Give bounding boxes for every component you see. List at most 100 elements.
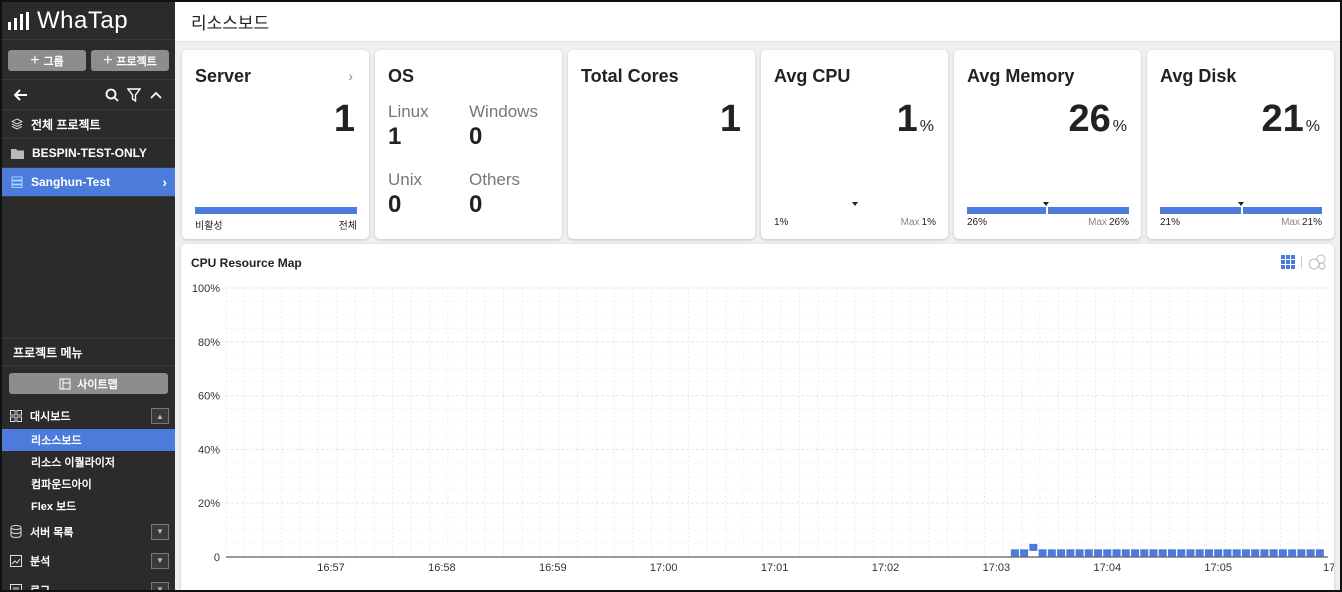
cpu-number: 1 (896, 98, 918, 140)
cpu-data-point (1103, 549, 1112, 557)
sitemap-icon (59, 378, 71, 389)
view-divider (1301, 256, 1302, 268)
project-nav: 대시보드 ▲ 리소스보드 리소스 이퀄라이저 컴파운드아이 Flex 보드 서버… (2, 403, 175, 590)
grid-view-icon[interactable] (1281, 255, 1295, 269)
x-tick-label: 16:59 (539, 562, 567, 574)
disk-bar (1160, 207, 1322, 214)
chevron-up-icon[interactable] (145, 84, 167, 106)
map-view-toggle (1281, 254, 1326, 270)
os-value: 0 (469, 191, 483, 218)
max-text: Max (900, 217, 920, 228)
logo-bars-icon (8, 11, 29, 30)
cpu-data-point (1038, 549, 1047, 557)
nav-item-compound-eye[interactable]: 컴파운드아이 (31, 479, 92, 491)
cpu-data-point (1288, 549, 1297, 557)
back-arrow-icon[interactable] (10, 84, 32, 106)
x-tick-label: 17:02 (872, 562, 900, 574)
os-others: Others 0 (469, 170, 520, 219)
nav-item-resource-board[interactable]: 리소스보드 (2, 429, 175, 451)
cpu-max-label: Max 1% (901, 217, 936, 228)
project-item-sanghun[interactable]: Sanghun-Test › (2, 168, 175, 197)
memory-unit: % (1112, 118, 1127, 135)
project-label: 전체 프로젝트 (31, 117, 101, 132)
avg-disk-card[interactable]: Avg Disk 21% 21% Max 21% (1147, 50, 1334, 239)
chevron-right-icon: › (162, 174, 167, 190)
max-value: 1% (921, 217, 936, 228)
x-tick-label: 17:05 (1204, 562, 1232, 574)
expand-toggle-icon[interactable]: ▼ (151, 552, 169, 569)
server-icon (11, 176, 23, 188)
sitemap-button[interactable]: 사이트맵 (9, 373, 168, 394)
cpu-data-point (1158, 549, 1167, 557)
memory-bar (967, 207, 1129, 214)
expand-toggle-icon[interactable]: ▼ (151, 581, 169, 590)
nav-item-flex-board[interactable]: Flex 보드 (31, 501, 77, 513)
x-tick-label: 17:01 (761, 562, 789, 574)
sidebar-toolbar (2, 80, 175, 110)
nav-group-label: 분석 (30, 555, 51, 568)
disk-min-label: 21% (1160, 217, 1181, 228)
max-value: 26% (1108, 217, 1129, 228)
nav-group-label: 로그 (30, 582, 50, 591)
cpu-data-point (1186, 549, 1195, 557)
nav-item-resource-equalizer[interactable]: 리소스 이퀄라이저 (31, 457, 116, 469)
cpu-data-point (1010, 549, 1019, 557)
x-tick-label: 17:00 (650, 562, 678, 574)
avg-memory-card[interactable]: Avg Memory 26% 26% Max 26% (954, 50, 1141, 239)
card-title: OS (388, 66, 415, 86)
page-title: 리소스보드 (175, 2, 1340, 42)
logo-text: WhaTap (37, 6, 129, 34)
cpu-min-label: 1% (774, 217, 789, 228)
filter-icon[interactable] (123, 84, 145, 106)
os-label: Others (469, 170, 521, 189)
project-item-bespin[interactable]: BESPIN-TEST-ONLY (2, 139, 175, 168)
add-project-button[interactable]: + 프로젝트 (91, 50, 169, 71)
nav-group-analysis[interactable]: 분석 ▼ (2, 546, 175, 575)
cpu-data-point (1251, 549, 1260, 557)
card-title: Avg Memory (967, 66, 1075, 86)
cpu-data-point (1177, 549, 1186, 557)
cpu-data-point (1241, 549, 1250, 557)
logo[interactable]: WhaTap (2, 2, 175, 40)
search-icon[interactable] (101, 84, 123, 106)
nav-group-log[interactable]: 로그 ▼ (2, 575, 175, 590)
add-project-label: 프로젝트 (116, 55, 157, 68)
max-text: Max (1281, 217, 1300, 228)
cpu-data-point (1020, 549, 1029, 557)
collapse-toggle-icon[interactable]: ▲ (151, 408, 169, 424)
cpu-data-point (1315, 549, 1324, 557)
project-menu-title: 프로젝트 메뉴 (2, 338, 175, 366)
cpu-data-point (1278, 549, 1287, 557)
cpu-data-point (1094, 549, 1103, 557)
cpu-data-point (1047, 549, 1056, 557)
add-group-button[interactable]: + 그룹 (8, 50, 86, 71)
avg-cpu-card[interactable]: Avg CPU 1% 1% Max 1% (761, 50, 948, 239)
bar-split (1046, 207, 1048, 214)
server-card[interactable]: Server › 1 비활성 전체 (182, 50, 369, 239)
plus-icon: + (103, 51, 113, 69)
project-item-all[interactable]: 전체 프로젝트 (2, 110, 175, 139)
folder-icon (11, 148, 24, 159)
cpu-data-point (1131, 549, 1140, 557)
cpu-data-point (1297, 549, 1306, 557)
dashboard-grid-icon (10, 410, 22, 422)
card-title: Total Cores (581, 66, 679, 86)
chevron-right-icon[interactable]: › (348, 68, 353, 84)
plus-icon: + (30, 51, 40, 69)
cpu-data-point (1112, 549, 1121, 557)
cpu-data-point (1260, 549, 1269, 557)
nav-group-dashboard[interactable]: 대시보드 ▲ (2, 403, 175, 429)
cpu-data-point (1084, 549, 1093, 557)
cpu-data-point (1232, 549, 1241, 557)
x-tick-label: 16:57 (317, 562, 345, 574)
disk-max-label: Max 21% (1281, 217, 1322, 228)
nav-group-server-list[interactable]: 서버 목록 ▼ (2, 517, 175, 546)
os-card[interactable]: OS Linux 1 Windows 0 Unix 0 Others 0 (375, 50, 562, 239)
sitemap-label: 사이트맵 (77, 378, 118, 391)
expand-toggle-icon[interactable]: ▼ (151, 523, 169, 540)
total-cores-card[interactable]: Total Cores 1 (568, 50, 755, 239)
disk-marker-icon (1238, 202, 1244, 206)
cpu-data-point (1140, 549, 1149, 557)
cpu-data-point (1167, 549, 1176, 557)
bubble-view-icon[interactable] (1308, 254, 1326, 270)
